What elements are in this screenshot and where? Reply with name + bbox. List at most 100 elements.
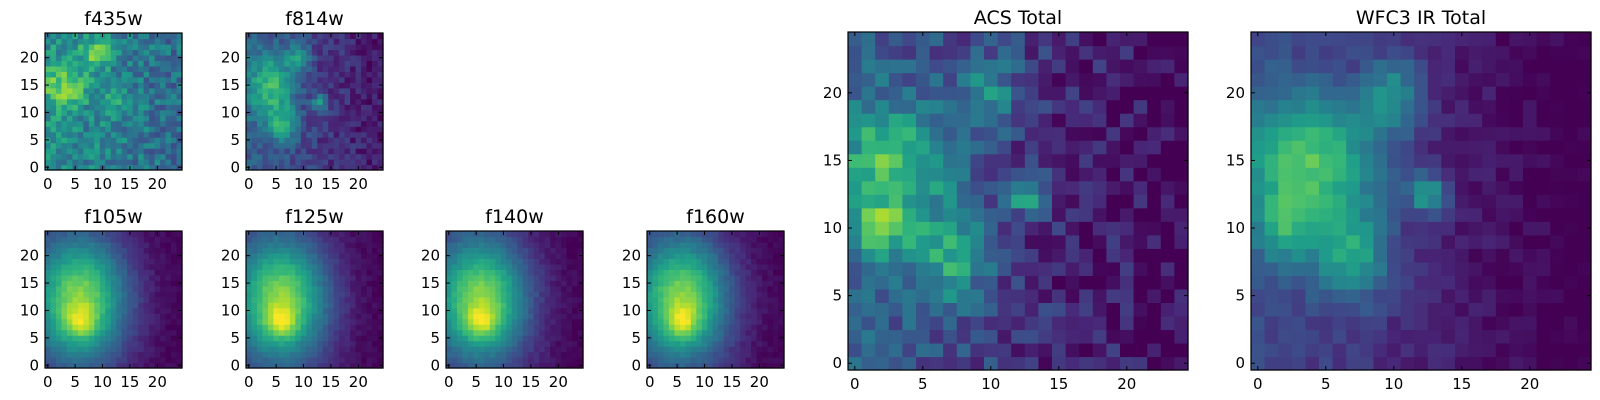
heatmap-cell [372, 252, 379, 259]
heatmap-cell [262, 247, 269, 254]
heatmap-cell [566, 329, 573, 336]
heatmap-cell [566, 307, 573, 314]
heatmap-cell [273, 241, 280, 249]
heatmap-cell [333, 120, 340, 127]
heatmap-cell [1482, 315, 1497, 331]
heatmap-cell [561, 329, 568, 336]
heatmap-cell [83, 98, 90, 105]
heatmap-cell [657, 296, 665, 303]
heatmap-cell [55, 148, 63, 155]
heatmap-cell [572, 357, 579, 364]
heatmap-cell [138, 98, 145, 105]
x-tick-label: 5 [271, 175, 281, 193]
heatmap-cell [916, 140, 931, 155]
heatmap-cell [160, 236, 167, 243]
heatmap-cell [984, 167, 999, 182]
heatmap-cell [77, 153, 84, 160]
heatmap-cell [970, 32, 985, 47]
heatmap-cell [712, 351, 719, 358]
heatmap-cell [333, 104, 340, 111]
heatmap-cell [663, 258, 670, 265]
heatmap-cell [116, 142, 123, 149]
heatmap-cell [105, 280, 112, 287]
heatmap-cell [99, 340, 106, 347]
heatmap-cell [256, 280, 264, 287]
heatmap-cell [652, 302, 659, 309]
heatmap-cell [94, 120, 101, 127]
heatmap-cell [1387, 342, 1402, 358]
heatmap-cell [377, 148, 384, 155]
y-tick-label: 20 [221, 247, 240, 265]
heatmap-cell [528, 346, 535, 353]
y-tick-label: 10 [221, 103, 240, 121]
heatmap-cell [577, 241, 584, 249]
heatmap-cell [295, 258, 302, 265]
heatmap-cell [311, 87, 318, 94]
heatmap-cell [377, 351, 384, 358]
heatmap-cell [355, 285, 362, 292]
heatmap-cell [1147, 329, 1162, 344]
heatmap-cell [138, 263, 145, 270]
heatmap-cell [1468, 180, 1483, 195]
heatmap-cell [110, 351, 117, 358]
heatmap-cell [451, 340, 458, 347]
heatmap-cell [77, 285, 84, 292]
heatmap-cell [295, 115, 302, 122]
heatmap-cell [339, 252, 346, 259]
heatmap-cell [1052, 180, 1067, 195]
heatmap-cell [83, 104, 90, 111]
heatmap-cell [1305, 194, 1320, 209]
heatmap-cell [66, 302, 73, 309]
heatmap-cell [311, 93, 318, 100]
heatmap-cell [246, 142, 253, 149]
heatmap-cell [478, 302, 485, 309]
heatmap-cell [94, 109, 101, 116]
heatmap-cell [561, 236, 568, 243]
heatmap-cell [127, 307, 134, 314]
heatmap-cell [663, 302, 670, 309]
heatmap-cell [110, 258, 117, 265]
heatmap-cell [745, 329, 752, 336]
heatmap-cell [284, 98, 291, 105]
heatmap-cell [121, 109, 128, 116]
heatmap-cell [284, 351, 291, 358]
heatmap-cell [572, 231, 579, 238]
heatmap-cell [544, 362, 551, 369]
heatmap-cell [77, 274, 84, 281]
heatmap-cell [888, 288, 903, 303]
heatmap-cell [306, 346, 313, 353]
heatmap-cell [762, 280, 769, 287]
heatmap-cell [1278, 221, 1293, 236]
heatmap-cell [55, 346, 63, 353]
heatmap-cell [171, 49, 178, 56]
heatmap-cell [663, 340, 670, 347]
heatmap-cell [729, 285, 736, 292]
heatmap-cell [361, 351, 368, 358]
heatmap-cell [300, 351, 307, 358]
heatmap-cell [300, 104, 307, 111]
heatmap-cell [489, 252, 496, 259]
heatmap-cell [929, 167, 944, 182]
heatmap-cell [751, 291, 758, 298]
heatmap-cell [61, 49, 68, 56]
heatmap-cell [105, 43, 112, 51]
heatmap-cell [149, 115, 156, 122]
heatmap-cell [1441, 356, 1456, 371]
heatmap-cell [734, 362, 741, 369]
heatmap-cell [1536, 315, 1551, 331]
heatmap-cell [377, 313, 384, 320]
heatmap-cell [72, 65, 79, 72]
heatmap-cell [143, 346, 150, 353]
heatmap-cell [652, 340, 659, 347]
heatmap-cell [361, 252, 368, 259]
heatmap-cell [745, 258, 752, 265]
heatmap-cell [1024, 315, 1039, 331]
heatmap-cell [154, 241, 161, 249]
heatmap-cell [372, 98, 379, 105]
heatmap-cell [1106, 99, 1121, 114]
heatmap-cell [311, 324, 318, 331]
heatmap-cell [317, 148, 324, 155]
heatmap-cell [289, 258, 296, 265]
heatmap-cell [745, 296, 752, 303]
heatmap-cell [696, 231, 703, 238]
